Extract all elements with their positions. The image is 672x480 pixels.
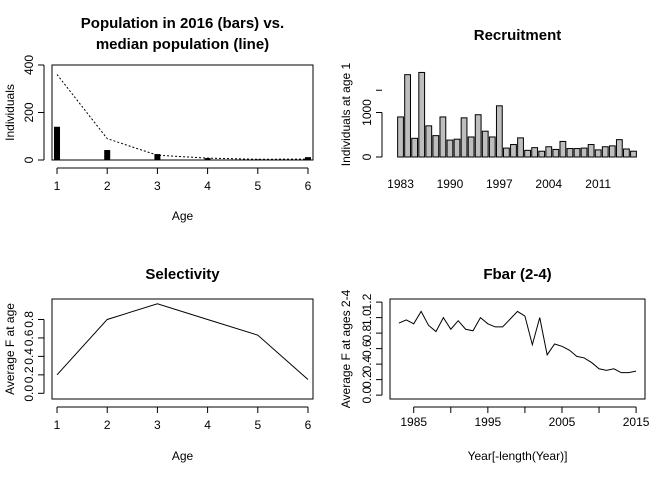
panel2-y-tick-label: 1000 bbox=[360, 99, 374, 126]
panel1-y-tick-label: 0 bbox=[22, 156, 36, 163]
panel1-x-tick-label: 6 bbox=[305, 179, 312, 193]
panel4-y-tick-label: 0.8 bbox=[360, 324, 374, 341]
panel4-x-tick-label: 2005 bbox=[549, 415, 576, 429]
panel4-plot-box bbox=[389, 298, 646, 400]
panel4-x-axis-label: Year[-length(Year)] bbox=[468, 449, 568, 463]
panel1-y-tick-label: 200 bbox=[22, 102, 36, 122]
panel2-recruitment-bar bbox=[580, 147, 588, 158]
panel2-recruitment-bar bbox=[495, 105, 503, 158]
panel2-recruitment-bar bbox=[623, 148, 630, 158]
panel4-y-tick-label: 0.2 bbox=[360, 371, 374, 388]
panel2-recruitment-bar bbox=[503, 147, 510, 158]
panel4-x-tick-label: 1985 bbox=[400, 415, 427, 429]
panel3-title: Selectivity bbox=[145, 266, 220, 283]
panel2-recruitment-bar bbox=[488, 136, 496, 158]
panel1-title-line-2: median population (line) bbox=[96, 36, 269, 53]
panel1-median-line bbox=[56, 74, 308, 160]
panel2-recruitment-bar bbox=[467, 136, 475, 158]
panel2-recruitment-bar bbox=[552, 148, 560, 158]
panel2-recruitment-bar bbox=[573, 148, 581, 158]
panel1-x-tick-label: 5 bbox=[254, 179, 261, 193]
panel2-recruitment-bar bbox=[566, 148, 574, 158]
panel2-recruitment-bar bbox=[432, 135, 440, 158]
panel2-recruitment-bar bbox=[559, 140, 567, 158]
panel2-recruitment-bar bbox=[615, 139, 623, 158]
panel3-y-tick-label: 0.4 bbox=[22, 348, 36, 365]
panel2-recruitment-bar bbox=[538, 150, 546, 158]
panel4-x-tick-label: 1995 bbox=[474, 415, 501, 429]
panel2-x-tick-label: 1990 bbox=[437, 177, 464, 191]
panel2-recruitment-bar bbox=[601, 146, 609, 158]
panel4-y-tick-label: 0.0 bbox=[360, 386, 374, 403]
panel4-y-tick-label: 1.2 bbox=[360, 293, 374, 310]
panel4-title: Fbar (2-4) bbox=[483, 266, 551, 283]
panel3-y-tick-label: 0.0 bbox=[22, 385, 36, 402]
panel3-selectivity-line bbox=[56, 303, 309, 380]
panel1-x-tick-label: 4 bbox=[204, 179, 211, 193]
panel2-recruitment-bar bbox=[446, 139, 454, 158]
panel2-y-axis-label: Individuals at age 1 bbox=[339, 62, 353, 166]
panel3-x-tick-label: 6 bbox=[305, 418, 312, 432]
panel1-y-axis-label: Individuals bbox=[3, 84, 17, 141]
panel2-recruitment-bar bbox=[418, 71, 426, 158]
panel4-x-tick-label: 2015 bbox=[623, 415, 650, 429]
panel3-x-tick-label: 5 bbox=[254, 418, 261, 432]
panel3-y-axis-label: Average F at age bbox=[3, 303, 17, 395]
panel2-recruitment-bar bbox=[474, 114, 482, 158]
panel2-title: Recruitment bbox=[474, 27, 562, 44]
panel4-y-tick-label: 0.6 bbox=[360, 340, 374, 357]
panel2-recruitment-bar bbox=[453, 138, 461, 158]
panel3-x-tick-label: 1 bbox=[54, 418, 61, 432]
panel2-recruitment-bar bbox=[481, 130, 489, 158]
panel2-recruitment-bar bbox=[594, 149, 602, 158]
panel4-y-axis-label: Average F at ages 2-4 bbox=[339, 289, 353, 408]
panel3-x-tick-label: 2 bbox=[104, 418, 111, 432]
panel2-recruitment-bar bbox=[608, 145, 616, 158]
panel2-recruitment-bar bbox=[531, 147, 539, 158]
panel3-x-tick-label: 3 bbox=[154, 418, 161, 432]
panel2-recruitment-bar bbox=[425, 125, 433, 158]
panel3-y-tick-label: 0.8 bbox=[22, 311, 36, 328]
panel2-recruitment-bar bbox=[630, 150, 637, 158]
panel2-x-tick-label: 2004 bbox=[535, 177, 562, 191]
panel2-recruitment-bar bbox=[439, 116, 447, 158]
panel3-y-tick-label: 0.2 bbox=[22, 366, 36, 383]
panel1-plot-box bbox=[51, 64, 314, 161]
panel2-recruitment-bar bbox=[524, 149, 531, 158]
panel4-y-tick-label: 0.4 bbox=[360, 355, 374, 372]
panel2-recruitment-bar bbox=[411, 137, 419, 158]
panel1-x-tick-label: 3 bbox=[154, 179, 161, 193]
panel2-y-tick-label: 0 bbox=[360, 153, 374, 160]
panel2-recruitment-bar bbox=[460, 117, 468, 158]
panel3-plot-box bbox=[51, 298, 314, 400]
panel2-recruitment-bar bbox=[404, 74, 411, 158]
panel1-title-line-1: Population in 2016 (bars) vs. bbox=[81, 15, 284, 32]
panel2-x-tick-label: 2011 bbox=[585, 177, 611, 191]
panel2-recruitment-bar bbox=[545, 146, 553, 158]
panel1-x-axis-label: Age bbox=[172, 209, 194, 223]
panel3-x-axis-label: Age bbox=[172, 449, 194, 463]
panel1-x-tick-label: 2 bbox=[104, 179, 111, 193]
panel2-x-tick-label: 1997 bbox=[486, 177, 513, 191]
panel4-fbar-line bbox=[398, 310, 637, 374]
panel2-recruitment-bar bbox=[397, 116, 404, 158]
panel2-recruitment-bar bbox=[517, 137, 524, 158]
panel1-x-tick-label: 1 bbox=[54, 179, 61, 193]
panel1-y-tick-label: 400 bbox=[22, 55, 36, 75]
panel2-x-tick-label: 1983 bbox=[387, 177, 414, 191]
panel4-y-tick-label: 1.0 bbox=[360, 309, 374, 326]
panel2-recruitment-bar bbox=[510, 144, 517, 158]
panel3-y-tick-label: 0.6 bbox=[22, 329, 36, 346]
panel2-recruitment-bar bbox=[587, 144, 595, 158]
panel3-x-tick-label: 4 bbox=[204, 418, 211, 432]
